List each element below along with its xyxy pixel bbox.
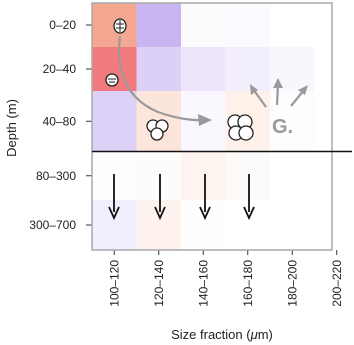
heatmap-cell: [136, 3, 181, 47]
heatmap-cell: [136, 151, 181, 200]
heatmap-cell: [314, 91, 354, 152]
heatmap-cell: [270, 3, 315, 47]
heatmap-cell: [225, 47, 270, 91]
y-tick-labels: 0–20 20–40 40–80 80–300 300–700: [29, 18, 76, 232]
y-tick-label: 20–40: [43, 62, 77, 76]
annotation-label: G.: [272, 116, 293, 138]
sinking-arrows: [108, 174, 255, 221]
heatmap-cell: [181, 151, 226, 200]
heatmap-cell: [314, 151, 354, 200]
heatmap-cells: [92, 3, 354, 250]
y-tick-label: 40–80: [43, 114, 77, 128]
x-tick-label: 200–220: [330, 260, 344, 307]
upward-arrowhead-middle-icon: [273, 78, 283, 88]
heatmap-cell: [181, 3, 226, 47]
sinking-arrow-icon: [199, 174, 211, 221]
x-tick-labels: 100–120 120–140 140–160 160–180 180–200 200–2…: [107, 260, 344, 307]
heatmap-cell: [181, 200, 226, 250]
organism-colony-large-icon: [227, 114, 254, 141]
x-tick-label: 160–180: [241, 260, 255, 307]
organism-colony-medium-icon: [146, 119, 169, 141]
x-tick-label: 100–120: [107, 260, 121, 307]
heatmap-cell: [314, 47, 354, 91]
curved-arrowhead-icon: [198, 114, 212, 126]
x-axis-title: Size fraction (μm): [171, 327, 273, 342]
heatmap-cell: [314, 3, 354, 47]
heatmap-cell: [225, 3, 270, 47]
heatmap-cell: [136, 47, 181, 91]
upward-arrowhead-left-icon: [250, 84, 258, 95]
upward-arrowhead-right-icon: [298, 85, 308, 95]
axis-ticks: [86, 24, 338, 255]
x-tick-label: 180–200: [285, 260, 299, 307]
sinking-arrow-icon: [154, 174, 166, 221]
y-tick-label: 300–700: [29, 218, 76, 232]
organism-small-2-icon: [105, 73, 119, 87]
organism-small-1-icon: [113, 18, 127, 34]
sinking-arrow-icon: [108, 174, 120, 221]
y-tick-label: 0–20: [49, 18, 76, 32]
panel-border: [91, 2, 333, 251]
x-tick-label: 120–140: [152, 260, 166, 307]
heatmap-cell: [270, 200, 315, 250]
heatmap-cell: [136, 200, 181, 250]
y-axis-title: Depth (m): [4, 99, 19, 157]
sinking-arrow-icon: [243, 174, 255, 221]
heatmap-cell: [225, 151, 270, 200]
heatmap-cell: [314, 200, 354, 250]
heatmap-cell: [270, 151, 315, 200]
x-tick-label: 140–160: [196, 260, 210, 307]
curved-migration-arrow: [118, 35, 208, 122]
heatmap-cell: [92, 91, 137, 152]
y-tick-label: 80–300: [36, 169, 76, 183]
heatmap-cell: [225, 200, 270, 250]
heatmap-cell: [181, 47, 226, 91]
